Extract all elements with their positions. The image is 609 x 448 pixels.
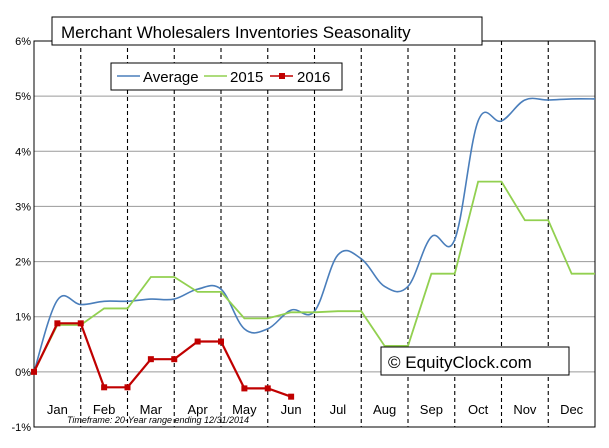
y-tick-label: 4% [15,146,31,158]
y-tick-label: 2% [15,257,31,269]
x-tick-label: Jan [47,402,68,417]
legend-label-average: Average [143,69,199,86]
series-marker-2016 [218,338,224,345]
series-marker-2016 [101,384,108,391]
x-tick-label: Jul [330,402,347,417]
series-marker-2016 [147,356,154,363]
x-tick-label: Apr [188,402,209,417]
legend-marker-2016 [279,73,285,79]
y-tick-label: 1% [15,312,31,324]
series-layer [31,97,596,400]
x-tick-label: Sep [420,402,443,417]
y-tick-label: 0% [15,367,31,379]
series-marker-2016 [171,356,178,363]
legend [110,62,343,91]
watermark-text: © EquityClock.com [388,353,532,372]
x-tick-label: Mar [140,402,163,417]
legend-label-2015: 2015 [230,69,263,86]
x-tick-labels: Jan Feb Mar Apr May Jun Jul Aug Sep Oct Nov Dec [47,402,584,417]
series-marker-2016 [54,320,61,327]
chart-title-box [51,16,483,46]
x-tick-label: Dec [560,402,584,417]
legend-label-2016: 2016 [297,69,330,86]
series-marker-2016 [31,368,37,375]
x-tick-label: Feb [93,402,115,417]
watermark-box [380,346,570,376]
series-marker-2016 [241,385,248,392]
y-tick-label: 6% [15,36,31,48]
y-tick-label: 5% [15,91,31,103]
series-marker-2016 [124,384,131,391]
chart-title: Merchant Wholesalers Inventories Seasona… [61,23,411,42]
x-tick-label: Jun [281,402,302,417]
x-tick-label: May [232,402,257,417]
series-marker-2016 [77,320,84,327]
y-tick-labels: 6% 5% 4% 3% 2% 1% 0% -1% [11,36,31,434]
series-marker-2016 [194,338,201,345]
y-tick-label: -1% [11,422,31,434]
x-tick-label: Nov [513,402,537,417]
series-line-2016 [33,322,292,398]
timeframe-note: Timeframe: 20-Year range ending 12/31/20… [67,415,249,425]
x-tick-label: Oct [468,402,489,417]
series-marker-2016 [288,393,295,400]
series-line-average [33,97,596,373]
series-line-2015 [33,180,595,373]
y-tick-label: 3% [15,201,31,213]
series-marker-2016 [264,385,271,392]
x-tick-label: Aug [373,402,396,417]
